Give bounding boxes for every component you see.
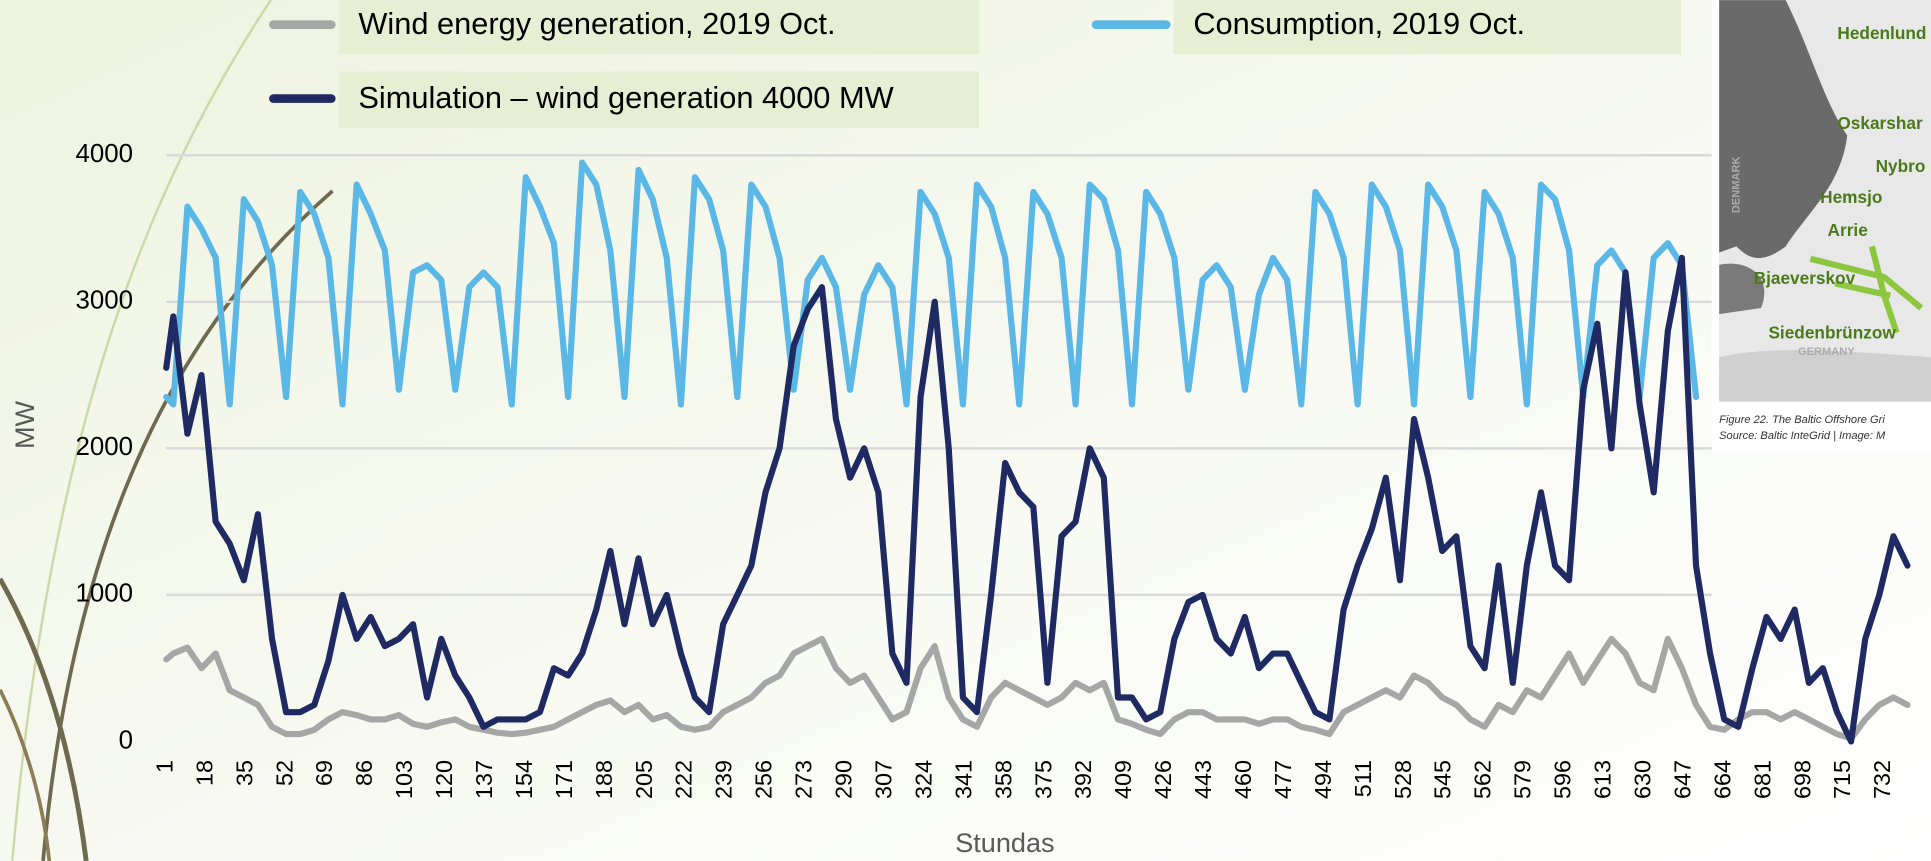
x-tick-label: 188 xyxy=(591,760,617,799)
x-tick-label: 664 xyxy=(1709,760,1735,799)
x-tick-label: 613 xyxy=(1590,760,1616,799)
x-tick-label: 596 xyxy=(1550,760,1576,799)
map-label: Arrie xyxy=(1828,220,1868,240)
x-tick-label: 562 xyxy=(1470,760,1496,799)
map-label: DENMARK xyxy=(1730,157,1742,214)
legend-label: Simulation – wind generation 4000 MW xyxy=(358,80,893,115)
x-tick-label: 579 xyxy=(1510,760,1536,799)
x-tick-label: 154 xyxy=(511,760,537,799)
x-tick-label: 222 xyxy=(671,760,697,799)
x-tick-label: 324 xyxy=(910,760,936,799)
x-axis-title: Stundas xyxy=(955,827,1054,858)
y-tick-label: 1000 xyxy=(75,580,133,608)
map-label: Hedenlund xyxy=(1837,23,1926,43)
x-tick-label: 358 xyxy=(990,760,1016,799)
x-tick-label: 273 xyxy=(791,760,817,799)
y-axis-title: MW xyxy=(9,400,40,449)
x-tick-label: 239 xyxy=(711,760,737,799)
x-tick-label: 392 xyxy=(1070,760,1096,799)
x-tick-label: 698 xyxy=(1789,760,1815,799)
x-tick-label: 528 xyxy=(1390,760,1416,799)
map-label: Siedenbrünzow xyxy=(1768,322,1896,342)
map-inset: Hedenlund Oskarshar Nybro Hemsjo Arrie Bjaeve… xyxy=(1712,0,1931,453)
map-caption: Source: Baltic InteGrid | Image: M xyxy=(1719,430,1886,442)
x-tick-label: 545 xyxy=(1430,760,1456,799)
page: MW Stundas 01000200030004000118355269861… xyxy=(0,0,1931,861)
x-tick-label: 137 xyxy=(471,760,497,799)
y-tick-label: 3000 xyxy=(75,287,133,315)
x-tick-label: 409 xyxy=(1110,760,1136,799)
x-tick-label: 630 xyxy=(1629,760,1655,799)
chart: MW Stundas 01000200030004000118355269861… xyxy=(0,0,1931,861)
legend-label: Wind energy generation, 2019 Oct. xyxy=(358,6,835,41)
x-tick-label: 103 xyxy=(391,760,417,799)
x-tick-label: 426 xyxy=(1150,760,1176,799)
x-tick-label: 715 xyxy=(1829,760,1855,799)
x-tick-label: 35 xyxy=(231,760,257,786)
map-caption: Figure 22. The Baltic Offshore Gri xyxy=(1719,414,1885,426)
x-tick-label: 18 xyxy=(191,760,217,786)
x-tick-label: 120 xyxy=(431,760,457,799)
x-tick-label: 511 xyxy=(1350,760,1376,797)
x-tick-label: 375 xyxy=(1030,760,1056,799)
map-label: Nybro xyxy=(1876,156,1926,176)
map-label: Hemsjo xyxy=(1820,187,1882,207)
map-label: Bjaeverskov xyxy=(1754,268,1856,288)
x-tick-label: 494 xyxy=(1310,760,1336,799)
y-tick-label: 2000 xyxy=(75,433,133,461)
x-tick-label: 69 xyxy=(311,760,337,786)
legend-label: Consumption, 2019 Oct. xyxy=(1193,6,1525,41)
map-label: GERMANY xyxy=(1798,346,1855,358)
x-tick-label: 443 xyxy=(1190,760,1216,799)
y-tick-label: 0 xyxy=(119,726,133,754)
x-tick-label: 52 xyxy=(271,760,297,786)
x-tick-label: 732 xyxy=(1869,760,1895,799)
x-tick-label: 1 xyxy=(151,760,177,773)
map-label: Oskarshar xyxy=(1837,113,1923,133)
x-tick-label: 460 xyxy=(1230,760,1256,799)
y-tick-label: 4000 xyxy=(75,140,133,168)
x-tick-label: 647 xyxy=(1669,760,1695,799)
x-tick-label: 341 xyxy=(950,760,976,799)
x-tick-label: 205 xyxy=(631,760,657,799)
x-tick-label: 307 xyxy=(870,760,896,799)
x-tick-label: 171 xyxy=(551,760,577,799)
x-tick-label: 681 xyxy=(1749,760,1775,799)
x-tick-label: 256 xyxy=(751,760,777,799)
x-tick-label: 477 xyxy=(1270,760,1296,799)
x-tick-label: 290 xyxy=(831,760,857,799)
x-tick-label: 86 xyxy=(351,760,377,786)
